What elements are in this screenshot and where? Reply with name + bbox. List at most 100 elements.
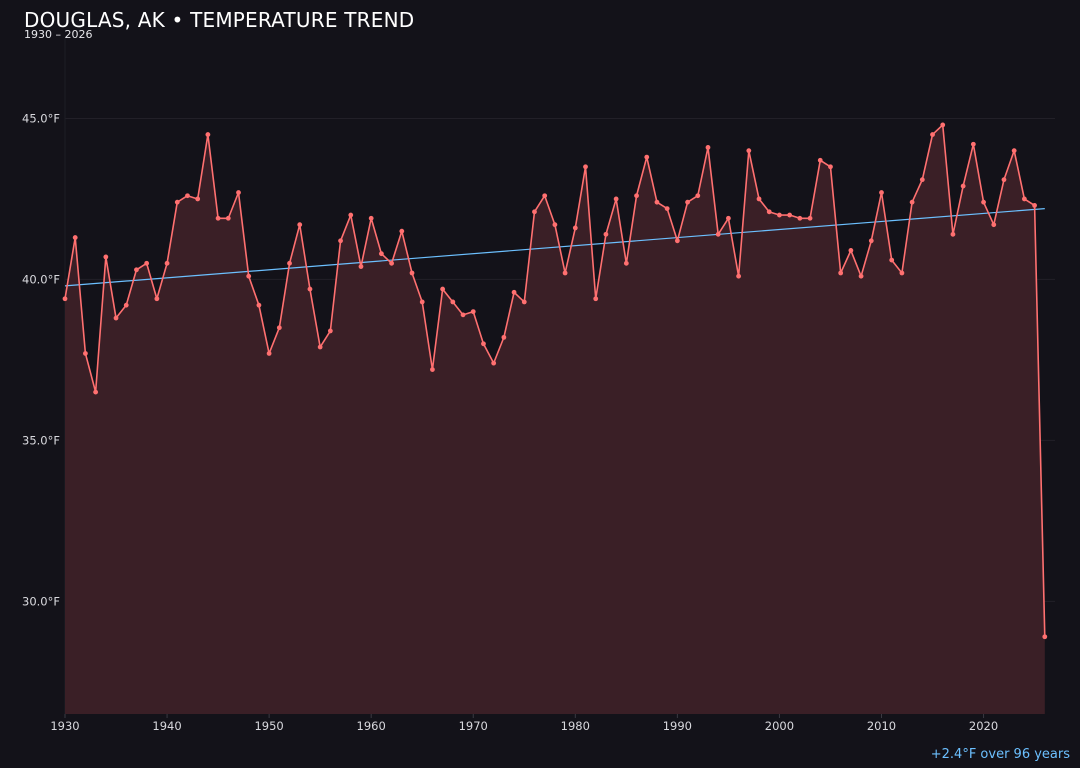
data-point [807,215,813,221]
data-point [970,141,976,147]
data-point [144,260,150,266]
data-point [1021,196,1027,202]
data-point [685,199,690,205]
data-points [62,122,1048,640]
data-point [511,289,517,295]
data-point [521,299,527,305]
x-tick-label: 1930 [50,719,79,733]
data-point [134,267,139,273]
data-point [848,248,854,253]
data-point [695,193,701,199]
data-point [348,212,354,218]
data-point [72,235,78,240]
data-point [378,251,384,257]
data-point [787,212,793,218]
data-point [205,132,211,137]
trend-line [64,208,1045,287]
data-point [746,148,752,154]
data-point [991,222,997,228]
data-point [817,157,823,163]
data-point [777,212,782,218]
data-point [674,238,680,244]
x-tick-label: 2020 [969,719,998,733]
data-point [950,231,956,237]
data-point [899,270,905,276]
data-point [981,199,986,205]
data-point [174,199,180,205]
data-point [83,351,88,356]
series-area [65,124,1045,714]
data-point [960,183,966,189]
data-point [440,286,446,292]
data-point [889,257,895,263]
data-point [154,296,160,302]
data-point [297,222,303,228]
data-point [368,215,374,221]
data-point [491,360,497,366]
x-tick-label: 1940 [152,719,181,733]
data-point [450,299,456,305]
data-point [756,196,762,202]
data-point [430,367,435,372]
x-axis-ticks: 1930 1940 1950 1960 1970 1980 1990 2000 2010 2020 [50,714,998,733]
data-point [879,190,884,195]
data-point [828,164,833,170]
data-point [113,315,119,321]
data-point [225,215,231,221]
data-point [766,209,772,215]
data-point [1032,202,1037,208]
x-tick-label: 1970 [459,719,488,733]
data-point [327,328,333,334]
data-point [868,238,874,244]
y-tick-label: 40.0°F [22,272,60,286]
data-point [287,260,292,266]
data-point [552,222,558,228]
data-point [460,312,466,318]
data-point [603,231,609,237]
data-point [389,260,394,266]
data-point [470,309,476,315]
data-point [276,325,282,331]
data-point [123,302,129,308]
data-point [215,215,221,221]
data-point [93,389,99,395]
data-point [838,270,844,276]
data-point [726,215,731,221]
data-point [103,254,109,260]
data-point [195,196,201,202]
data-point [317,344,323,350]
data-point [409,270,415,276]
y-axis-ticks: 30.0°F 35.0°F 40.0°F 45.0°F [22,111,60,608]
data-point [634,193,639,199]
data-point [532,209,537,215]
data-point [940,122,946,128]
data-point [1001,177,1007,183]
data-point [562,270,568,276]
data-point [613,196,619,202]
trend-summary: +2.4°F over 96 years [930,747,1070,762]
data-point [481,341,486,347]
data-point [623,260,629,266]
data-point [1011,148,1017,154]
x-tick-label: 1960 [357,719,386,733]
area-fill [65,124,1045,714]
data-point [664,206,670,212]
x-tick-label: 1980 [561,719,590,733]
data-point [797,215,803,221]
data-point [266,351,272,356]
data-point [164,260,170,266]
y-tick-label: 35.0°F [22,433,60,447]
data-point [1042,634,1048,640]
data-point [572,225,578,231]
data-point [858,273,864,279]
data-point [909,199,915,205]
data-point [246,273,252,279]
data-point [705,145,711,150]
x-tick-label: 1950 [254,719,283,733]
data-point [236,190,241,195]
data-point [919,177,925,183]
data-point [542,193,548,199]
data-point [338,238,343,244]
x-tick-label: 1990 [663,719,692,733]
